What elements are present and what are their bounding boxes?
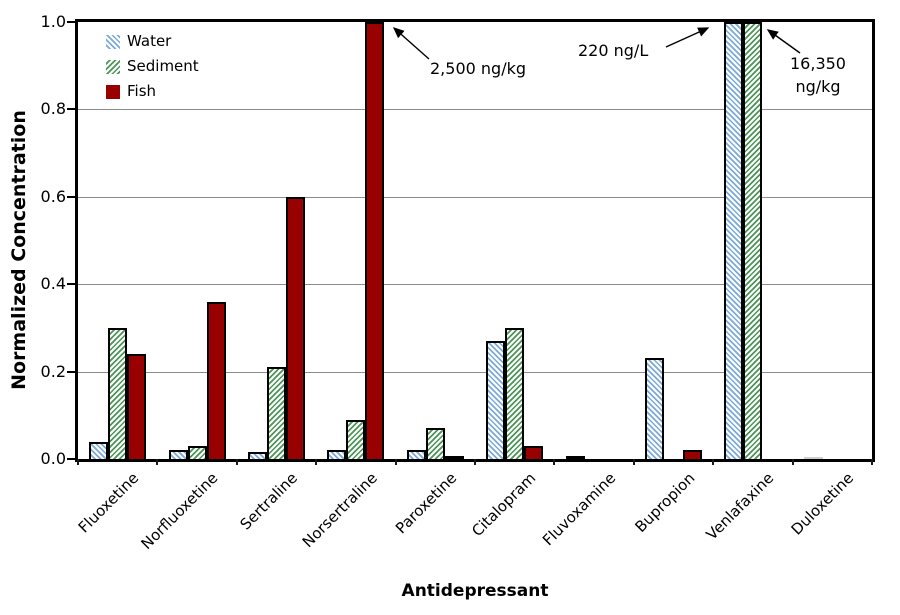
bar-fish-bupropion	[683, 450, 702, 459]
legend-item-water: Water	[106, 29, 199, 54]
legend-label: Fish	[127, 82, 157, 100]
bar-sediment-citalopram	[505, 327, 525, 459]
x-axis-tick	[77, 459, 79, 465]
legend-label: Sediment	[127, 57, 199, 75]
y-axis-tick	[67, 108, 75, 111]
y-tick-label: 1.0	[40, 12, 66, 31]
x-axis-tick	[553, 459, 556, 465]
annotation-0: 2,500 ng/kg	[430, 57, 526, 80]
y-tick-label: 0.8	[40, 99, 66, 119]
bar-sediment-venlafaxine	[743, 22, 763, 459]
annotation-text: 220 ng/L	[578, 41, 649, 60]
bar-sediment-paroxetine	[425, 428, 445, 459]
annotation-2: 16,350 ng/kg	[790, 52, 846, 98]
x-category-label-fluoxetine: Fluoxetine	[74, 469, 143, 537]
legend-swatch-water-icon	[106, 34, 120, 49]
x-category-label-norsertraline: Norsertraline	[298, 469, 381, 552]
x-category-label-citalopram: Citalopram	[468, 469, 540, 541]
x-axis-tick	[712, 459, 715, 465]
annotation-arrow	[766, 29, 801, 54]
annotation-1: 220 ng/L	[578, 39, 648, 62]
annotation-arrow	[392, 27, 430, 60]
bar-sediment-norsertraline	[346, 419, 366, 459]
legend-swatch-fish-icon	[106, 84, 120, 99]
legend: Water Sediment Fish	[106, 29, 199, 104]
y-tick-label: 0.4	[40, 274, 66, 294]
legend-item-sediment: Sediment	[106, 54, 199, 79]
x-category-label-fluvoxamine: Fluvoxamine	[538, 469, 619, 550]
y-axis-tick	[67, 370, 75, 373]
annotation-text: ng/kg	[795, 77, 841, 96]
x-category-label-duloxetine: Duloxetine	[787, 469, 858, 539]
x-axis-tick	[632, 459, 635, 465]
x-axis-tick	[791, 459, 794, 465]
annotation-text: 16,350	[790, 54, 846, 73]
x-category-label-venlafaxine: Venlafaxine	[703, 469, 778, 544]
legend-label: Water	[127, 32, 172, 50]
bar-water-norsertraline	[327, 450, 347, 459]
y-axis-title: Normalized Concentration	[8, 110, 30, 390]
bar-fish-paroxetine	[444, 455, 464, 459]
annotation-text: 2,500 ng/kg	[430, 59, 526, 78]
bar-sediment-norfluoxetine	[187, 445, 207, 459]
gridline	[78, 196, 872, 198]
bar-water-duloxetine	[803, 457, 823, 459]
bar-fish-sertraline	[286, 196, 305, 459]
bar-water-fluvoxamine	[565, 455, 585, 459]
x-axis-tick	[156, 459, 159, 465]
bar-sediment-fluoxetine	[108, 327, 128, 459]
bar-water-citalopram	[486, 341, 506, 459]
bar-fish-fluoxetine	[127, 354, 147, 459]
y-tick-label: 0.6	[40, 186, 66, 206]
x-axis-tick	[871, 459, 873, 465]
y-axis-tick	[67, 21, 75, 23]
gridline	[78, 371, 872, 373]
x-category-label-bupropion: Bupropion	[631, 469, 699, 536]
bar-water-norfluoxetine	[168, 450, 188, 459]
bar-water-fluoxetine	[89, 441, 109, 459]
bar-water-sertraline	[248, 452, 267, 459]
gridline	[78, 109, 872, 111]
y-tick-label: 0.2	[40, 361, 66, 381]
bar-fish-norfluoxetine	[206, 301, 226, 459]
bar-fish-citalopram	[524, 445, 544, 459]
x-axis-title: Antidepressant	[401, 581, 549, 601]
x-axis-tick	[474, 459, 476, 465]
x-category-label-paroxetine: Paroxetine	[391, 469, 461, 538]
bar-sediment-sertraline	[267, 367, 286, 459]
bar-water-bupropion	[645, 358, 664, 459]
legend-item-fish: Fish	[106, 79, 199, 104]
annotation-arrow	[665, 27, 710, 48]
x-category-label-norfluoxetine: Norfluoxetine	[137, 469, 222, 553]
gridline	[78, 284, 872, 286]
x-axis-tick	[394, 459, 397, 465]
x-axis-tick	[315, 459, 318, 465]
x-category-label-sertraline: Sertraline	[236, 469, 302, 534]
y-axis-tick	[67, 458, 75, 460]
y-axis-tick	[67, 195, 75, 198]
y-axis-tick	[67, 283, 75, 286]
bar-water-venlafaxine	[724, 22, 744, 459]
legend-swatch-sediment-icon	[106, 59, 120, 74]
y-tick-label: 0.0	[40, 449, 66, 468]
x-axis-tick	[235, 459, 238, 465]
bar-water-paroxetine	[406, 450, 426, 459]
bar-fish-norsertraline	[365, 22, 385, 459]
